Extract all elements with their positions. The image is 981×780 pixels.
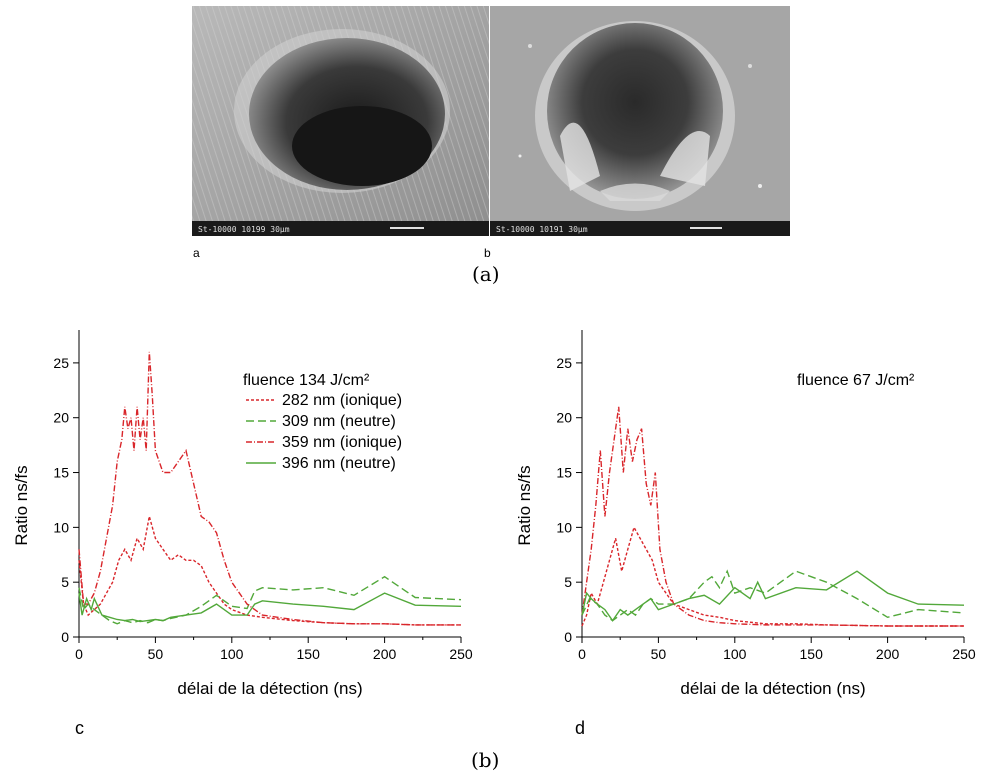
legend-label: 359 nm (ionique) (282, 434, 402, 451)
y-tick-label: 15 (556, 465, 572, 481)
panel-letter-c: c (75, 718, 84, 738)
series-line-1 (581, 569, 965, 622)
y-tick-label: 20 (556, 410, 572, 426)
legend-label: 309 nm (neutre) (282, 413, 396, 430)
series-line-3 (581, 570, 965, 622)
fluence-annotation: fluence 67 J/cm² (797, 372, 915, 389)
x-tick-label: 250 (449, 646, 473, 662)
y-tick-label: 10 (53, 519, 69, 535)
y-axis-label: Ratio ns/fs (12, 465, 31, 545)
sem-image-b: St-10000 10191 30μm (490, 6, 790, 236)
y-tick-label: 15 (53, 465, 69, 481)
y-tick-label: 25 (556, 355, 572, 371)
x-axis-label: délai de la détection (ns) (177, 679, 362, 698)
legend-label: 396 nm (neutre) (282, 455, 396, 472)
y-tick-label: 20 (53, 410, 69, 426)
sublabel-a: a (193, 246, 200, 260)
x-tick-label: 200 (373, 646, 397, 662)
x-tick-label: 0 (75, 646, 83, 662)
x-axis-label: délai de la détection (ns) (680, 679, 865, 698)
x-tick-label: 150 (800, 646, 824, 662)
sem-scale-text-a: St-10000 10199 30μm (198, 225, 290, 234)
x-tick-label: 50 (148, 646, 164, 662)
x-tick-label: 250 (952, 646, 976, 662)
chart-fluence-134: 0 50 100 150 200 250 0 5 10 15 20 25 délai de la dét… (12, 330, 473, 698)
sublabel-b: b (484, 246, 491, 260)
x-tick-label: 150 (297, 646, 321, 662)
x-tick-label: 100 (220, 646, 244, 662)
caption-a: (a) (472, 262, 500, 286)
series-line-2 (78, 351, 461, 626)
series-line-2 (581, 406, 964, 627)
sem-image-a: St-10000 10199 30μm (192, 6, 489, 236)
y-tick-label: 25 (53, 355, 69, 371)
x-tick-label: 200 (876, 646, 900, 662)
chart-fluence-67: 0 50 100 150 200 250 0 5 10 15 20 25 délai de la dét… (515, 330, 976, 698)
sem-scale-text-b: St-10000 10191 30μm (496, 225, 588, 234)
y-tick-label: 10 (556, 519, 572, 535)
series-line-3 (78, 592, 462, 623)
y-tick-label: 5 (564, 574, 572, 590)
panel-letter-d: d (575, 718, 586, 738)
y-axis-label: Ratio ns/fs (515, 465, 534, 545)
series-line-0 (78, 516, 461, 626)
y-tick-label: 0 (564, 629, 572, 645)
y-tick-label: 5 (61, 574, 69, 590)
legend-label: 282 nm (ionique) (282, 392, 402, 409)
x-tick-label: 50 (651, 646, 667, 662)
series-line-0 (581, 525, 964, 627)
fluence-annotation: fluence 134 J/cm² (243, 372, 370, 389)
x-tick-label: 100 (723, 646, 747, 662)
y-tick-label: 0 (61, 629, 69, 645)
x-tick-label: 0 (578, 646, 586, 662)
caption-b: (b) (471, 748, 500, 772)
series-line-1 (78, 575, 462, 625)
